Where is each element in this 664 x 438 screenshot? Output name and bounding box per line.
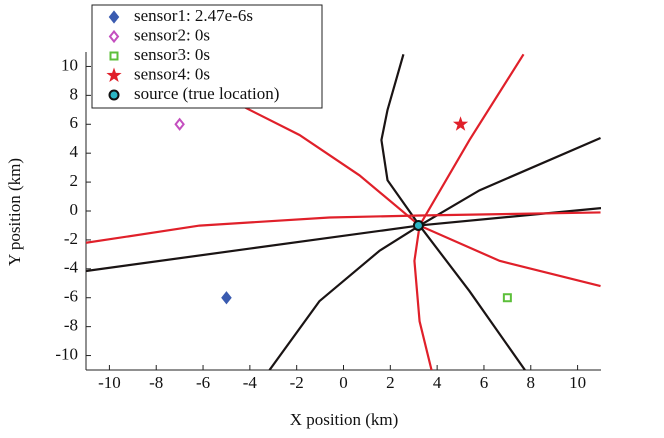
y-tick-label: 6 (70, 113, 79, 132)
marker (412, 219, 424, 231)
hyperbola (380, 54, 526, 370)
x-tick-label: -6 (196, 373, 210, 392)
y-tick-label: -8 (64, 316, 78, 335)
hyperbola (413, 53, 525, 370)
y-tick-label: -10 (55, 344, 78, 363)
y-tick-label: 0 (70, 200, 79, 219)
legend-label: sensor1: 2.47e-6s (134, 6, 253, 25)
x-tick-label: 0 (339, 373, 348, 392)
marker (108, 29, 120, 44)
legend-label: sensor4: 0s (134, 64, 210, 83)
legend-label: sensor2: 0s (134, 25, 210, 44)
x-tick-label: 2 (386, 373, 395, 392)
legend-box (91, 4, 323, 109)
hyperbola (86, 207, 601, 273)
x-tick-label: -4 (243, 373, 258, 392)
y-tick-label: 2 (70, 171, 79, 190)
y-tick-label: -4 (64, 258, 79, 277)
x-tick-label: -2 (290, 373, 304, 392)
marker (108, 89, 120, 101)
y-tick-label: 4 (70, 142, 79, 161)
marker (108, 10, 120, 24)
y-tick-label: 8 (70, 84, 79, 103)
x-tick-label: 6 (480, 373, 489, 392)
x-tick-label: 10 (569, 373, 586, 392)
x-tick-label: -8 (149, 373, 163, 392)
x-axis-label: X position (km) (290, 410, 399, 429)
marker (106, 67, 122, 82)
y-tick-label: 10 (61, 55, 78, 74)
marker (174, 117, 185, 131)
legend-label: source (true location) (134, 84, 279, 103)
x-tick-label: 8 (527, 373, 536, 392)
y-tick-label: -2 (64, 229, 78, 248)
hyperbola (229, 98, 601, 288)
marker (109, 51, 119, 61)
x-tick-label: -10 (98, 373, 121, 392)
y-tick-label: -6 (64, 287, 78, 306)
legend-label: sensor3: 0s (134, 45, 210, 64)
marker (221, 291, 232, 305)
marker (502, 293, 512, 303)
hyperbola (268, 136, 601, 370)
marker (452, 116, 469, 131)
x-tick-label: 4 (433, 373, 442, 392)
hyperbola (86, 211, 601, 244)
y-axis-label: Y position (km) (5, 158, 24, 266)
